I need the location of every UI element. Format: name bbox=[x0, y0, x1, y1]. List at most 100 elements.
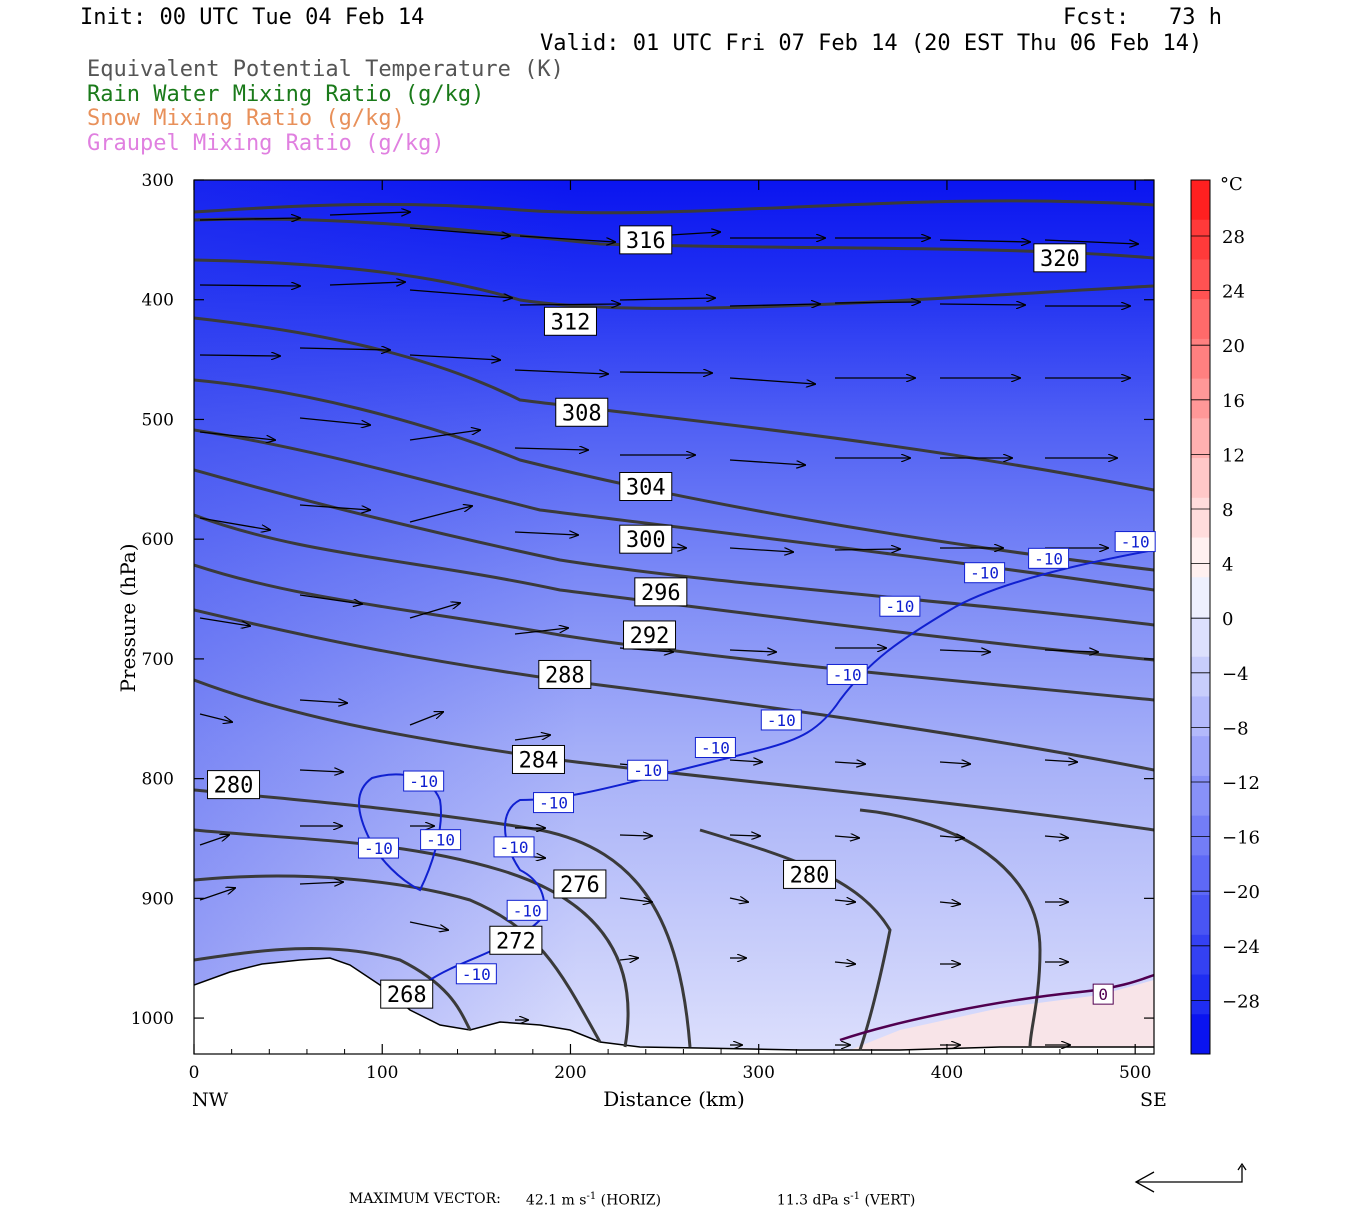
y-tick-label: 1000 bbox=[131, 1009, 174, 1029]
x-tick-label: 100 bbox=[366, 1063, 398, 1083]
theta-e-label: 300 bbox=[626, 528, 666, 553]
wind-vector bbox=[729, 898, 748, 902]
wind-vector bbox=[199, 355, 280, 356]
theta-e-label: 292 bbox=[630, 624, 670, 649]
theta-e-label-box bbox=[380, 979, 434, 1009]
colorbar-tick-label: 8 bbox=[1222, 500, 1233, 521]
wind-vector bbox=[199, 431, 275, 440]
wind-vector bbox=[729, 650, 776, 652]
colorbar-tick-label: −4 bbox=[1222, 664, 1249, 685]
theta-e-label: 312 bbox=[551, 310, 591, 335]
temperature-label: -10 bbox=[462, 965, 491, 984]
temperature-label: -10 bbox=[970, 564, 999, 583]
temperature-shading-west bbox=[194, 180, 1154, 1054]
wind-vector bbox=[199, 713, 232, 722]
wind-vector bbox=[409, 712, 443, 726]
colorbar-tick-label: −8 bbox=[1222, 718, 1249, 739]
wind-vector bbox=[329, 212, 410, 215]
isotherm-zero bbox=[839, 973, 1154, 1042]
wind-vector bbox=[409, 289, 512, 298]
colorbar-tick-label: 24 bbox=[1222, 282, 1245, 303]
theta-e-label-box bbox=[623, 620, 677, 650]
horiz-exp: -1 bbox=[586, 1191, 597, 1202]
y-tick-label: 500 bbox=[142, 410, 174, 430]
max-vector-title: MAXIMUM VECTOR: bbox=[348, 1191, 501, 1207]
wind-vector bbox=[939, 240, 1030, 242]
wind-vector bbox=[619, 958, 638, 960]
wind-vector bbox=[939, 762, 970, 764]
theta-e-label-box bbox=[619, 225, 673, 255]
plot-frame bbox=[193, 179, 1155, 1055]
theta-e-label-box bbox=[619, 524, 673, 554]
wind-vector bbox=[939, 902, 960, 904]
theta-e-label: 280 bbox=[214, 774, 254, 799]
theta-e-contour bbox=[194, 468, 1154, 627]
colorbar-segment bbox=[1191, 497, 1210, 539]
wind-vector bbox=[199, 285, 300, 286]
temperature-label: -10 bbox=[701, 739, 730, 758]
theta-e-label: 316 bbox=[626, 229, 666, 254]
theta-e-contour bbox=[194, 513, 1154, 662]
wind-vector bbox=[299, 770, 343, 772]
forecast-hour: Fcst: 73 h bbox=[1063, 5, 1222, 30]
theta-e-label: 308 bbox=[562, 401, 602, 426]
theta-e-label-box bbox=[489, 925, 543, 955]
y-tick-label: 300 bbox=[142, 171, 174, 191]
wind-vector bbox=[834, 900, 855, 902]
wind-vector bbox=[619, 898, 652, 902]
theta-e-label-box bbox=[1033, 243, 1087, 273]
colorbar-tick-label: 28 bbox=[1222, 227, 1245, 248]
wind-vector bbox=[939, 304, 1025, 305]
theta-e-label: 296 bbox=[641, 581, 681, 606]
theta-e-label: 272 bbox=[496, 929, 536, 954]
colorbar-segment bbox=[1191, 219, 1210, 260]
x-end-label-nw: NW bbox=[192, 1089, 229, 1111]
temperature-label: -10 bbox=[1034, 549, 1063, 568]
theta-e-label-box bbox=[207, 770, 261, 800]
theta-e-label: 288 bbox=[545, 663, 585, 688]
colorbar-segment bbox=[1191, 934, 1210, 976]
theta-e-contour bbox=[194, 199, 1154, 215]
colorbar-unit: °C bbox=[1220, 174, 1243, 195]
temperature-label: -10 bbox=[539, 794, 568, 813]
wind-vector bbox=[834, 549, 900, 550]
colorbar-tick-label: 0 bbox=[1222, 609, 1233, 630]
x-tick-label: 500 bbox=[1119, 1063, 1151, 1083]
wind-vector bbox=[409, 603, 460, 619]
colorbar-segment bbox=[1191, 775, 1210, 817]
colorbar-tick-label: −12 bbox=[1222, 773, 1260, 794]
wind-vector bbox=[519, 235, 615, 242]
max-vector-label: MAXIMUM VECTOR: bbox=[340, 1175, 501, 1207]
colorbar-segment bbox=[1191, 418, 1210, 459]
temperature-label: -10 bbox=[409, 772, 438, 791]
theta-e-label: 280 bbox=[790, 863, 830, 888]
wind-vector bbox=[834, 302, 920, 303]
theta-e-contour bbox=[194, 874, 602, 1043]
colorbar-segment bbox=[1191, 617, 1210, 658]
wind-vector bbox=[834, 962, 855, 964]
reference-vector-icon bbox=[1134, 1162, 1247, 1193]
wind-vector bbox=[619, 372, 712, 373]
x-tick-label: 0 bbox=[189, 1063, 200, 1083]
temperature-label: -10 bbox=[1121, 533, 1150, 552]
wind-vector bbox=[199, 888, 235, 901]
theta-e-label-box bbox=[555, 397, 609, 427]
wind-vector bbox=[729, 547, 793, 552]
legend-theta-e: Equivalent Potential Temperature (K) bbox=[87, 57, 564, 82]
temperature-label-box bbox=[533, 792, 575, 814]
terrain-outline bbox=[194, 957, 1154, 1051]
wind-vector bbox=[619, 835, 652, 836]
theta-e-contour bbox=[194, 378, 1154, 572]
wind-vector bbox=[299, 417, 370, 425]
wind-vector bbox=[834, 762, 865, 764]
wind-vector bbox=[299, 504, 370, 510]
theta-e-label-box bbox=[543, 306, 597, 336]
x-tick-label: 200 bbox=[554, 1063, 586, 1083]
wind-vector bbox=[299, 348, 390, 350]
wind-vector bbox=[514, 369, 608, 374]
wind-vector bbox=[514, 735, 550, 741]
temperature-label-box bbox=[1092, 983, 1114, 1005]
y-tick-label: 800 bbox=[142, 770, 174, 790]
colorbar-segment bbox=[1191, 656, 1210, 697]
colorbar-frame bbox=[1190, 179, 1211, 1055]
